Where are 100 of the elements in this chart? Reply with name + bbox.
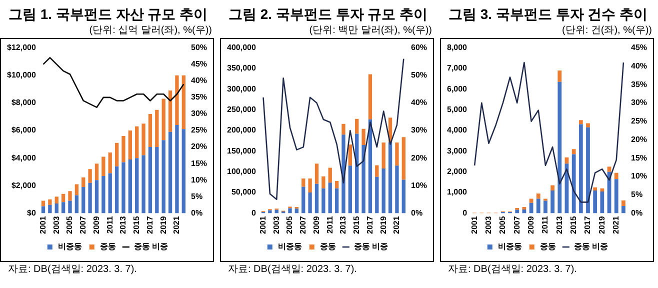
x-tick-label: 2013 xyxy=(554,216,564,234)
y-tick-label: 250,000 xyxy=(226,105,256,114)
x-tick-label: 2007 xyxy=(512,216,522,234)
text: 자료: DB(검색일: 2023. 3. 7). xyxy=(227,263,358,277)
x-tick-label: 2011 xyxy=(325,216,334,234)
bar xyxy=(550,185,554,190)
bar xyxy=(54,196,58,204)
legend-label: 중동 xyxy=(100,242,116,252)
y2-tick-label: 50% xyxy=(410,70,428,80)
y-tick-label: 7,000 xyxy=(446,64,468,73)
bar xyxy=(74,195,79,214)
bar xyxy=(402,137,406,180)
y2-tick-label: 40% xyxy=(630,61,648,70)
bar xyxy=(182,129,186,214)
y-tick-label: 300,000 xyxy=(226,84,256,94)
bar xyxy=(82,177,86,188)
x-tick-label: 2005 xyxy=(498,216,508,234)
y-tick-label: 8,000 xyxy=(446,43,468,52)
bar xyxy=(322,188,326,214)
bar xyxy=(54,204,58,214)
bar xyxy=(268,210,272,214)
bar xyxy=(593,187,598,190)
bar xyxy=(102,176,106,214)
legend-label: 중동 비중 xyxy=(354,242,388,252)
bar xyxy=(114,142,119,166)
bar xyxy=(302,178,306,187)
y-tick-label: $6,000 xyxy=(11,126,36,135)
legend-label: 중동 xyxy=(540,242,556,252)
y-tick-label: 350,000 xyxy=(226,64,256,73)
x-tick-label: 2005 xyxy=(285,216,294,234)
bar xyxy=(614,179,618,214)
bar xyxy=(586,127,590,214)
x-tick-label: 2021 xyxy=(612,216,621,234)
x-tick-label: 2009 xyxy=(92,216,101,234)
bar xyxy=(314,164,319,184)
bar xyxy=(368,74,372,120)
legend-label: 비중동 xyxy=(278,242,302,252)
bar xyxy=(148,114,152,148)
bar xyxy=(168,132,172,214)
bar xyxy=(334,180,339,188)
bar xyxy=(362,144,366,214)
bar xyxy=(395,142,399,166)
bar xyxy=(348,166,352,214)
x-tick-label: 2017 xyxy=(145,216,154,234)
bar xyxy=(68,191,72,201)
legend-label: 비중동 xyxy=(58,242,82,252)
x-tick-label: 2007 xyxy=(78,216,88,234)
x-tick-label: 2013 xyxy=(338,216,348,234)
bar xyxy=(175,75,179,125)
x-tick-label: 2003 xyxy=(484,216,493,234)
y2-tick-label: 30% xyxy=(190,109,208,118)
y2-tick-label: 0% xyxy=(630,208,643,218)
bar xyxy=(382,168,386,214)
x-tick-label: 2013 xyxy=(118,216,128,234)
y-tick-label: 50,000 xyxy=(231,188,256,197)
y2-tick-label: 20% xyxy=(630,134,648,144)
bar xyxy=(328,168,332,183)
x-tick-label: 2015 xyxy=(352,216,362,234)
chart-title: 그림 2. 국부펀드 투자 규모 추이 xyxy=(227,5,429,24)
bar xyxy=(48,204,52,214)
bar xyxy=(536,198,540,214)
chart-title: 그림 3. 국부펀드 투자 건수 추이 xyxy=(447,5,649,24)
y2-tick-label: 5% xyxy=(190,192,203,201)
y-tick-label: 0 xyxy=(251,208,256,218)
y2-tick-label: 45% xyxy=(190,60,208,69)
bar xyxy=(328,182,332,214)
bar xyxy=(607,166,612,172)
y2-tick-label: 35% xyxy=(190,92,208,102)
y2-tick-label: 10% xyxy=(630,172,648,181)
bar xyxy=(578,124,583,214)
y2-tick-label: 60% xyxy=(410,43,428,52)
bar xyxy=(155,147,159,214)
y2-tick-label: 5% xyxy=(630,190,643,200)
x-tick-label: 2021 xyxy=(392,216,402,234)
bar xyxy=(536,194,540,199)
bar xyxy=(600,188,604,192)
bar xyxy=(348,144,352,166)
bar xyxy=(168,90,172,132)
x-tick-label: 2019 xyxy=(597,216,606,234)
y2-tick-label: 40% xyxy=(410,98,428,108)
x-tick-label: 2019 xyxy=(378,216,388,234)
bar xyxy=(41,206,46,214)
bar xyxy=(572,149,576,154)
x-tick-label: 2017 xyxy=(365,216,374,234)
y-tick-label: $10,000 xyxy=(6,70,36,80)
y-tick-label: 400,000 xyxy=(226,43,256,52)
x-tick-label: 2007 xyxy=(298,216,308,234)
bar xyxy=(88,169,92,183)
bar xyxy=(135,158,139,214)
bar xyxy=(88,182,92,214)
y2-tick-label: 50% xyxy=(190,43,208,52)
chart-subtitle: (단위: 십억 달러(좌), %(우)) xyxy=(88,24,213,38)
bar xyxy=(148,147,152,214)
chart-title: 그림 1. 국부펀드 자산 규모 추이 xyxy=(7,5,209,24)
x-tick-label: 2003 xyxy=(272,216,281,234)
bar xyxy=(342,124,346,135)
bar xyxy=(68,200,72,214)
bar xyxy=(108,173,112,214)
y2-tick-label: 30% xyxy=(410,126,428,135)
x-tick-label: 2021 xyxy=(172,216,182,234)
